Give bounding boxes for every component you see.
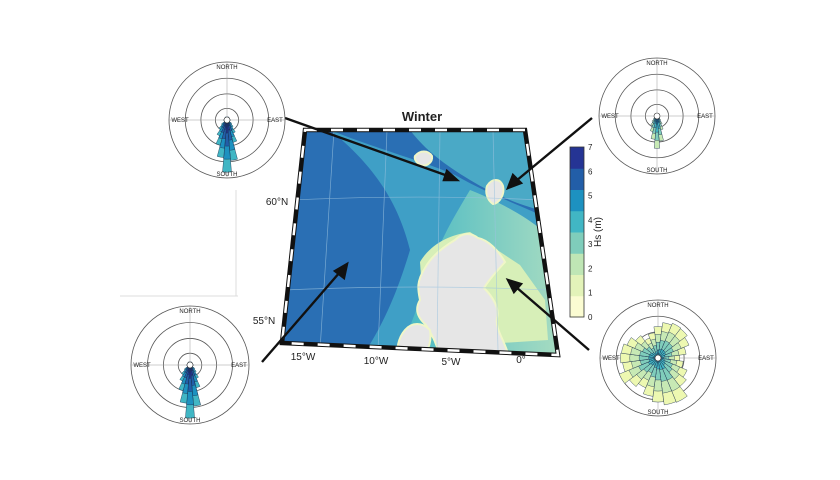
land-mass: [416, 233, 512, 355]
colorbar-tick: 0: [588, 313, 593, 322]
colorbar-tick: 7: [588, 143, 593, 152]
rose-label-west: WEST: [171, 118, 189, 124]
graticule: [283, 130, 549, 351]
colorbar-label: Hs (m): [593, 217, 604, 247]
rose-label-south: SOUTH: [647, 168, 668, 174]
rose-bottom-left: NORTH SOUTH EAST WEST: [130, 305, 250, 425]
colorbar-tick: 5: [588, 192, 593, 201]
colorbar-segment: [570, 189, 584, 212]
colorbar-segment: [570, 295, 584, 318]
arrow-bottom-left: [261, 261, 349, 363]
map-title: Winter: [402, 109, 442, 124]
colorbar-tick: 3: [588, 240, 593, 249]
island-faroe: [413, 150, 434, 167]
rose-center: [653, 112, 661, 120]
arrows: [261, 116, 593, 363]
wave-height-map: [282, 130, 558, 355]
rose-label-east: EAST: [267, 118, 283, 124]
colorbar-segment: [570, 253, 584, 275]
rose-label-north: NORTH: [646, 61, 667, 67]
rose-label-east: EAST: [231, 363, 247, 369]
rose-label-west: WEST: [133, 363, 151, 369]
rose-center: [223, 116, 231, 124]
rose-bottom-right: NORTH SOUTH EAST WEST: [599, 299, 717, 417]
arrow-bottom-right: [505, 278, 590, 351]
colorbar-segment: [570, 168, 584, 190]
lon-label-10w: 10°W: [364, 356, 389, 367]
rose-label-south: SOUTH: [217, 172, 238, 178]
lon-label-0: 0°: [516, 355, 526, 366]
sea-mid-north: [410, 130, 540, 210]
rose-center: [654, 354, 662, 362]
rose-label-east: EAST: [698, 356, 714, 362]
colorbar-tick: 1: [588, 289, 593, 298]
colorbar: 0 1 2 3 4 5 6 7: [569, 143, 593, 322]
frame-lines: [120, 190, 238, 297]
rose-top-right: NORTH SOUTH EAST WEST: [598, 57, 716, 175]
map-border: [279, 127, 561, 358]
rose-center: [186, 361, 194, 369]
colorbar-segment: [570, 232, 584, 254]
rose-label-north: NORTH: [647, 303, 668, 309]
colorbar-tick: 6: [588, 167, 593, 176]
colorbar-outline: [569, 146, 585, 318]
colorbar-segment: [570, 147, 584, 169]
lat-label-55: 55°N: [253, 316, 275, 327]
colorbar-tick: 2: [588, 264, 593, 273]
rose-label-east: EAST: [697, 114, 713, 120]
colorbar-tick: 4: [588, 216, 593, 225]
rose-label-south: SOUTH: [180, 418, 201, 424]
colorbar-segment: [570, 274, 584, 297]
rose-label-west: WEST: [602, 356, 620, 362]
arrow-top-right: [505, 117, 593, 191]
rose-label-south: SOUTH: [648, 410, 669, 416]
colorbar-segment: [570, 210, 584, 233]
rose-label-west: WEST: [601, 114, 619, 120]
arrow-top-left: [284, 116, 461, 182]
rose-label-north: NORTH: [179, 309, 200, 315]
rose-top-left: NORTH SOUTH EAST WEST: [168, 61, 286, 179]
lat-label-60: 60°N: [266, 197, 288, 208]
lon-label-5w: 5°W: [442, 357, 462, 368]
rose-label-north: NORTH: [216, 65, 237, 71]
lon-label-15w: 15°W: [291, 352, 316, 363]
